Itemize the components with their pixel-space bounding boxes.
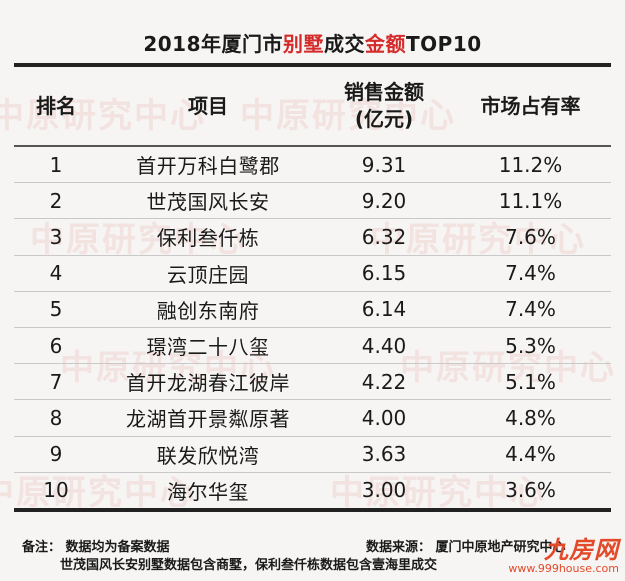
share-cell: 5.3% — [450, 327, 611, 365]
rank-cell: 2 — [14, 182, 98, 220]
share-cell: 5.1% — [450, 363, 611, 401]
sales-cell: 4.40 — [318, 327, 450, 365]
table-row: 10 海尔华玺 3.00 3.6% — [14, 472, 611, 512]
table-row: 9 联发欣悦湾 3.63 4.4% — [14, 436, 611, 473]
share-cell: 11.1% — [450, 182, 611, 220]
share-cell: 4.8% — [450, 399, 611, 437]
project-cell: 龙湖首开景粼原著 — [98, 399, 318, 437]
share-cell: 4.4% — [450, 436, 611, 473]
table-row: 1 首开万科白鹭郡 9.31 11.2% — [14, 146, 611, 184]
rank-cell: 6 — [14, 327, 98, 365]
header-project: 项目 — [98, 63, 318, 147]
project-cell: 融创东南府 — [98, 291, 318, 328]
sales-cell: 3.00 — [318, 472, 450, 512]
sales-cell: 9.31 — [318, 146, 450, 184]
project-cell: 首开万科白鹭郡 — [98, 146, 318, 184]
site-logo: 九房网 www.999house.com — [499, 537, 619, 577]
title-part-villa: 别墅 — [283, 32, 325, 56]
sales-cell: 6.32 — [318, 218, 450, 256]
table-row: 6 璟湾二十八玺 4.40 5.3% — [14, 327, 611, 365]
project-cell: 联发欣悦湾 — [98, 436, 318, 473]
share-cell: 3.6% — [450, 472, 611, 512]
share-cell: 11.2% — [450, 146, 611, 184]
header-row: 排名 项目 销售金额 (亿元) 市场占有率 — [14, 63, 611, 147]
share-cell: 7.4% — [450, 291, 611, 328]
header-rank: 排名 — [14, 63, 98, 147]
table-row: 5 融创东南府 6.14 7.4% — [14, 291, 611, 328]
share-cell: 7.4% — [450, 255, 611, 292]
rank-cell: 8 — [14, 399, 98, 437]
logo-url: www.999house.com — [508, 562, 619, 575]
share-cell: 7.6% — [450, 218, 611, 256]
project-cell: 海尔华玺 — [98, 472, 318, 512]
header-sales: 销售金额 (亿元) — [318, 63, 450, 147]
title-part-year: 2018年厦门市 — [143, 32, 284, 56]
header-sales-line1: 销售金额 — [344, 80, 424, 104]
rank-cell: 5 — [14, 291, 98, 328]
header-share: 市场占有率 — [450, 63, 611, 147]
rank-cell: 10 — [14, 472, 98, 512]
rank-cell: 4 — [14, 255, 98, 292]
title-part-deal: 成交 — [324, 32, 366, 56]
footnote-row: 备注： 数据均为备案数据 数据来源： 厦门中原地产研究中心 — [14, 539, 611, 557]
sales-cell: 9.20 — [318, 182, 450, 220]
project-cell: 世茂国风长安 — [98, 182, 318, 220]
sales-cell: 6.14 — [318, 291, 450, 328]
note-text: 备注： 数据均为备案数据 — [22, 540, 170, 555]
rank-cell: 1 — [14, 146, 98, 184]
title-part-top: TOP10 — [406, 32, 482, 56]
rank-cell: 3 — [14, 218, 98, 256]
note-detail-text: 世茂国风长安别墅数据包含商墅，保利叁仟栋数据包含壹海里成交 — [60, 558, 438, 573]
source-text: 数据来源： 厦门中原地产研究中心 — [366, 540, 566, 555]
table-row: 2 世茂国风长安 9.20 11.1% — [14, 182, 611, 220]
project-cell: 璟湾二十八玺 — [98, 327, 318, 365]
table-row: 7 首开龙湖春江彼岸 4.22 5.1% — [14, 363, 611, 401]
table-row: 3 保利叁仟栋 6.32 7.6% — [14, 218, 611, 256]
logo-mark: 九房网 — [544, 536, 619, 564]
sales-cell: 4.00 — [318, 399, 450, 437]
rank-cell: 7 — [14, 363, 98, 401]
project-cell: 云顶庄园 — [98, 255, 318, 292]
sales-cell: 6.15 — [318, 255, 450, 292]
table-title: 2018年厦门市别墅成交金额TOP10 — [0, 28, 625, 57]
title-part-amount: 金额 — [365, 32, 407, 56]
header-sales-line2: (亿元) — [354, 107, 414, 131]
ranking-table: 排名 项目 销售金额 (亿元) 市场占有率 1 首开万科白鹭郡 9.31 11.… — [14, 63, 611, 512]
table-row: 4 云顶庄园 6.15 7.4% — [14, 255, 611, 292]
table-row: 8 龙湖首开景粼原著 4.00 4.8% — [14, 399, 611, 437]
sales-cell: 4.22 — [318, 363, 450, 401]
rank-cell: 9 — [14, 436, 98, 473]
footnotes: 备注： 数据均为备案数据 数据来源： 厦门中原地产研究中心 世茂国风长安别墅数据… — [14, 539, 611, 575]
sales-cell: 3.63 — [318, 436, 450, 473]
project-cell: 保利叁仟栋 — [98, 218, 318, 256]
project-cell: 首开龙湖春江彼岸 — [98, 363, 318, 401]
